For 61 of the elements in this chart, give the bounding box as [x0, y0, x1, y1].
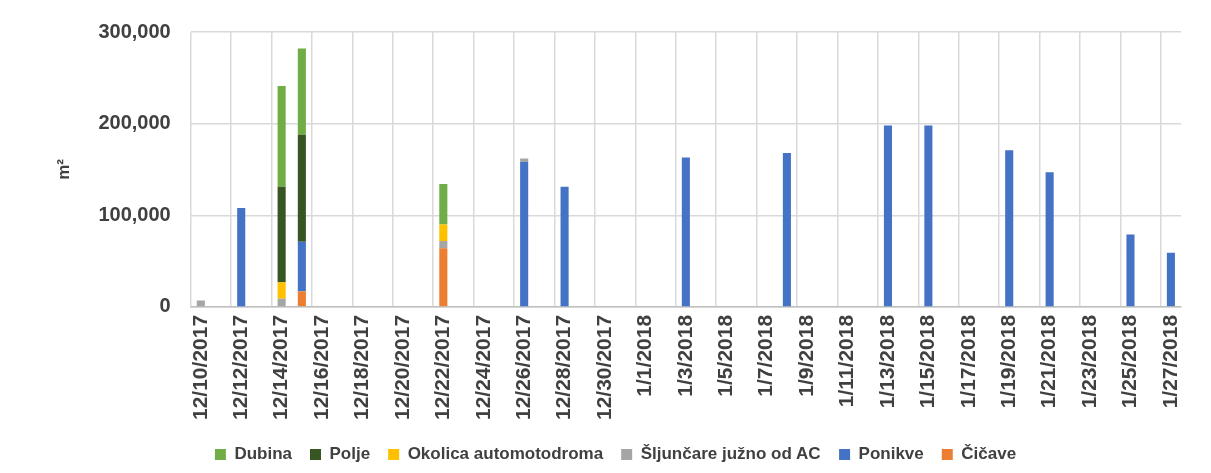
legend-label: Okolica automotodroma	[407, 444, 604, 464]
bar	[1126, 234, 1135, 307]
x-tick-label: 1/5/2018	[713, 314, 737, 397]
bar	[924, 125, 933, 307]
y-tick-label: 100,000	[98, 202, 171, 225]
x-tick-label: 1/3/2018	[672, 314, 696, 397]
x-tick-label: 12/30/2017	[591, 314, 615, 421]
x-tick-label: 1/17/2018	[955, 314, 979, 409]
x-tick-label: 1/9/2018	[793, 314, 817, 397]
bar	[196, 300, 205, 307]
bar	[277, 298, 286, 307]
bar	[439, 184, 448, 225]
x-tick-label: 1/1/2018	[632, 314, 656, 397]
y-tick-label: 200,000	[98, 111, 171, 134]
x-tick-label: 12/28/2017	[551, 314, 575, 421]
x-tick-label: 12/24/2017	[470, 314, 494, 421]
x-tick-label: 12/10/2017	[187, 314, 211, 421]
x-tick-label: 1/21/2018	[1036, 314, 1060, 409]
x-tick-label: 1/15/2018	[915, 314, 939, 409]
x-tick-label: 12/20/2017	[389, 314, 413, 421]
y-tick-label: 300,000	[98, 19, 171, 42]
bar	[439, 248, 448, 307]
x-tick-label: 12/26/2017	[510, 314, 534, 421]
bar	[297, 241, 306, 292]
bar	[277, 86, 286, 187]
x-tick-label: 12/16/2017	[308, 314, 332, 421]
y-tick-label: 0	[159, 294, 171, 317]
bar	[681, 157, 690, 307]
x-tick-label: 1/25/2018	[1117, 314, 1141, 409]
bar	[520, 162, 529, 307]
legend-label: Šljunčare južno od AC	[640, 444, 821, 464]
x-tick-label: 12/12/2017	[228, 314, 252, 421]
bar	[277, 186, 286, 283]
y-axis-title: m²	[53, 158, 73, 180]
bar	[439, 240, 448, 249]
x-tick-label: 1/19/2018	[996, 314, 1020, 409]
legend-label: Čičave	[961, 444, 1017, 464]
x-tick-label: 1/13/2018	[874, 314, 898, 409]
bar	[237, 207, 246, 307]
bar	[277, 282, 286, 299]
x-tick-label: 1/7/2018	[753, 314, 777, 397]
legend-label: Ponikve	[858, 444, 924, 464]
bar	[883, 125, 892, 307]
legend-label: Polje	[329, 444, 371, 464]
bar	[439, 224, 448, 241]
x-tick-label: 12/22/2017	[430, 314, 454, 421]
bar	[1005, 150, 1014, 307]
x-tick-label: 1/23/2018	[1076, 314, 1100, 409]
legend-label: Dubina	[234, 444, 293, 464]
x-tick-label: 12/14/2017	[268, 314, 292, 421]
bar	[1166, 252, 1175, 307]
x-tick-label: 1/11/2018	[834, 314, 858, 408]
bar	[297, 291, 306, 307]
bar	[520, 158, 529, 163]
bar	[1045, 172, 1054, 307]
bar	[782, 152, 791, 307]
bar	[560, 186, 569, 307]
bar	[297, 48, 306, 135]
bar	[297, 134, 306, 242]
x-tick-label: 1/27/2018	[1157, 314, 1181, 409]
x-tick-label: 12/18/2017	[349, 314, 373, 421]
